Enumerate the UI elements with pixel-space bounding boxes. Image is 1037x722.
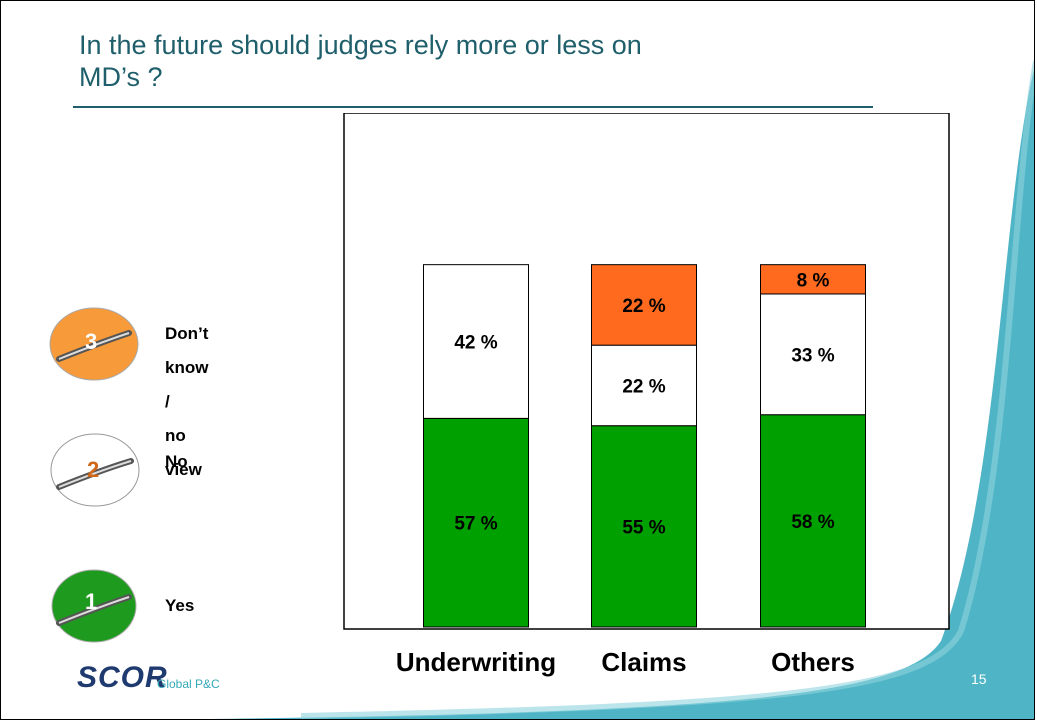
data-label-underwriting-no: 42 % [454,333,497,354]
category-label-claims: Claims [601,647,686,677]
bars-group: 57 % 42 % 55 % 22 % 22 % 58 % 33 % 8 % [423,264,866,628]
bar-underwriting-no [423,264,529,419]
circle-3-icon: 3 [49,307,139,381]
data-label-claims-no: 22 % [622,376,665,397]
bar-claims-don-t-know-no-view [591,264,697,346]
bar-others-no [760,293,866,416]
slide-title: In the future should judges rely more or… [79,29,879,93]
bar-claims-no [591,344,697,427]
title-line-2: MD’s ? [79,62,163,92]
bar-others-don-t-know-no-view [760,264,866,295]
data-label-others-no: 33 % [791,345,834,366]
logo-subtext: Global P&C [157,677,220,691]
page-number: 15 [971,671,987,687]
stacked-bar-chart: 57 % 42 % 55 % 22 % 22 % 58 % 33 % 8 % Underwri… [343,113,950,677]
category-labels-group: Underwriting Claims Others [396,647,855,677]
data-label-claims-yes: 55 % [622,517,665,538]
legend-number-3: 3 [85,329,97,354]
data-label-claims-don-t-know-no-view: 22 % [622,296,665,317]
scor-logo: SCOR [77,661,168,694]
legend-label-no: No [165,452,188,471]
title-underline [73,106,873,108]
legend-label-yes: Yes [165,596,195,615]
bar-claims-yes [591,425,697,628]
data-label-underwriting-yes: 57 % [454,514,497,535]
legend-label-dont-know: Don’t know / no view [165,324,209,479]
category-label-others: Others [771,647,855,677]
bar-others-yes [760,414,866,628]
data-label-others-yes: 58 % [791,512,834,533]
bar-underwriting-yes [423,417,529,628]
title-line-1: In the future should judges rely more or… [79,30,642,60]
circle-1-icon: 1 [51,569,137,643]
legend-number-1: 1 [85,589,97,614]
legend-number-2: 2 [87,457,99,482]
data-label-others-don-t-know-no-view: 8 % [797,270,830,291]
circle-2-icon: 2 [50,433,140,507]
category-label-underwriting: Underwriting [396,647,556,677]
